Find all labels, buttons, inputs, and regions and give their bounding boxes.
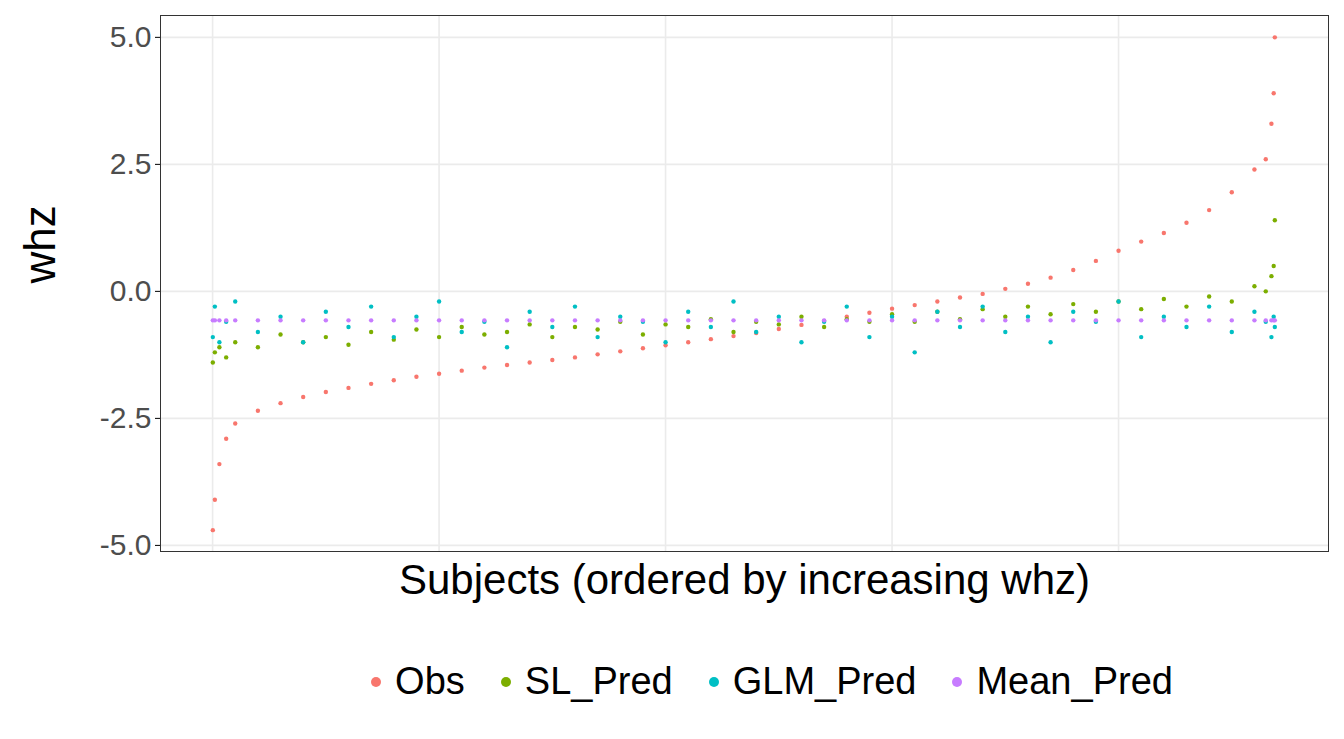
html-text:GLM_Pred: GLM_Pred bbox=[732, 660, 917, 702]
svg-text:Subjects (ordered by increasin: Subjects (ordered by increasing whz) bbox=[399, 556, 1090, 603]
html-text:SL_Pred: SL_Pred bbox=[524, 660, 673, 702]
html-text:Obs: Obs bbox=[395, 660, 465, 702]
svg-text:2.5: 2.5 bbox=[110, 147, 152, 180]
svg-text:-5.0: -5.0 bbox=[100, 528, 152, 561]
svg-text:5.0: 5.0 bbox=[110, 20, 152, 53]
svg-text:whz: whz bbox=[15, 205, 64, 284]
html-text:Mean_Pred: Mean_Pred bbox=[976, 660, 1173, 702]
svg-text:0.0: 0.0 bbox=[110, 274, 152, 307]
svg-text:-2.5: -2.5 bbox=[100, 401, 152, 434]
